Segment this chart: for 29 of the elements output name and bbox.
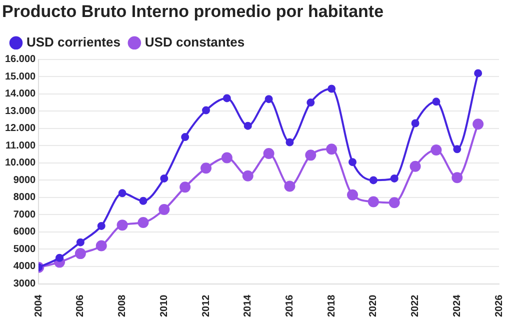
legend-label: USD constantes: [144, 34, 245, 50]
x-tick-label: 2012: [200, 294, 212, 318]
x-tick-label: 2008: [117, 294, 128, 318]
x-tick-label: 2006: [75, 294, 86, 318]
y-tick-label: 3000: [13, 278, 36, 290]
legend-label: USD corrientes: [26, 34, 120, 50]
y-tick-label: 5000: [13, 244, 36, 255]
x-tick-label: 2010: [158, 294, 170, 318]
x-tick-label: 2020: [368, 294, 380, 318]
x-tick-label: 2016: [284, 294, 296, 318]
x-tick-label: 2004: [33, 294, 44, 318]
x-tick-label: 2014: [242, 294, 254, 318]
x-tick-label: 2018: [326, 294, 338, 318]
y-tick-label: 9000: [13, 174, 36, 186]
y-tick-label: 8000: [13, 192, 36, 204]
y-tick-label: 10.000: [4, 158, 36, 169]
y-tick-label: 6000: [13, 226, 36, 238]
x-tick-label: 2024: [452, 294, 463, 318]
chart-title: Producto Bruto Interno promedio por habitante: [2, 2, 384, 21]
y-tick-label: 7000: [13, 209, 36, 220]
y-tick-label: 13.000: [4, 106, 36, 117]
y-tick-label: 15.000: [4, 71, 36, 82]
x-tick-label: 2022: [410, 294, 422, 318]
y-tick-label: 11.000: [6, 140, 36, 152]
y-tick-label: 14.000: [4, 88, 36, 100]
y-tick-label: 16.000: [4, 54, 36, 66]
y-tick-label: 4000: [13, 261, 36, 272]
x-tick-label: 2026: [494, 294, 505, 318]
y-tick-label: 12.000: [4, 123, 36, 134]
